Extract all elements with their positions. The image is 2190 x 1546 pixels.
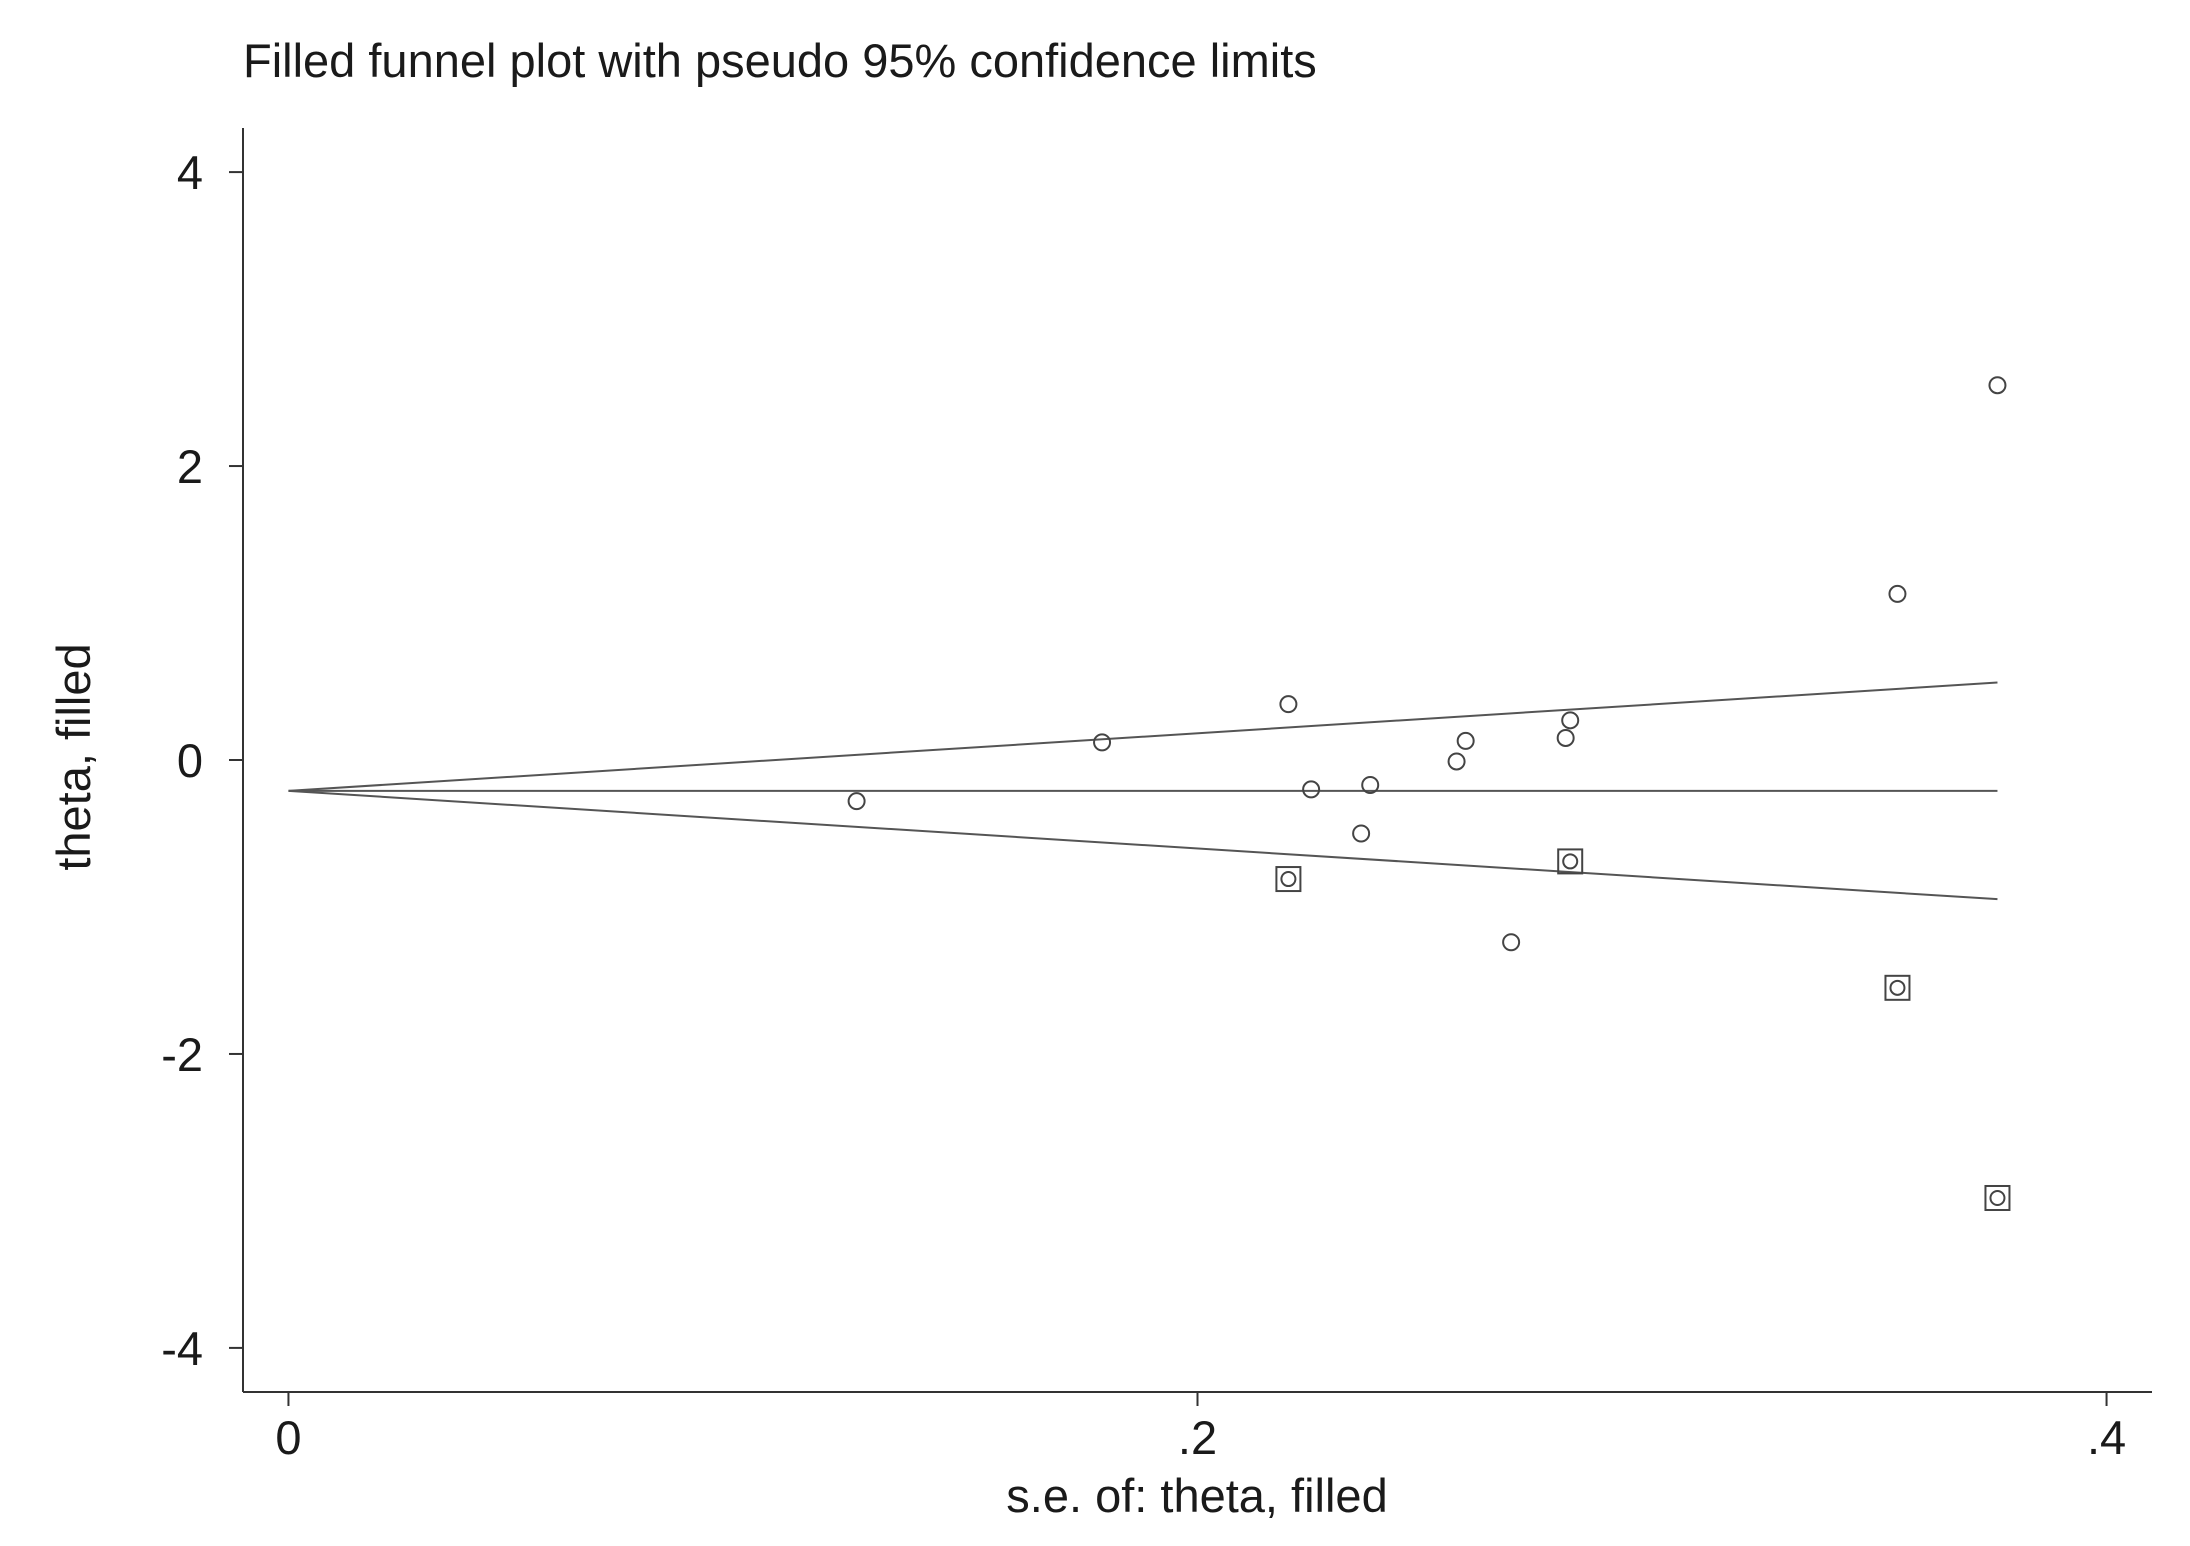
study-point — [1302, 780, 1321, 799]
y-tick-label: 2 — [177, 440, 203, 493]
filled-study-square — [1275, 866, 1302, 893]
y-tick-label: -2 — [161, 1028, 203, 1081]
upper-confidence-limit — [288, 681, 1998, 792]
x-axis-label: s.e. of: theta, filled — [1006, 1469, 1387, 1522]
y-tick-label: 0 — [177, 734, 203, 787]
y-tick-label: 4 — [177, 146, 203, 199]
y-tick-label: -4 — [161, 1322, 203, 1375]
x-tick-label: 0 — [275, 1411, 301, 1464]
lower-confidence-limit — [288, 789, 1998, 901]
filled-study-point — [1562, 853, 1579, 870]
study-point — [1456, 731, 1475, 750]
study-point — [1447, 752, 1466, 771]
study-point — [1361, 775, 1380, 794]
chart-title: Filled funnel plot with pseudo 95% confi… — [243, 34, 1317, 87]
x-tick-label: .2 — [1178, 1411, 1217, 1464]
data-points — [847, 376, 2011, 1211]
study-point — [1093, 733, 1112, 752]
axes: -4 -2 0 2 4 0 .2 .4 — [161, 128, 2152, 1464]
study-point — [1352, 824, 1371, 843]
filled-study-point — [1889, 979, 1906, 996]
study-point — [1502, 933, 1521, 952]
study-point — [1888, 584, 1907, 603]
study-point — [847, 792, 866, 811]
filled-study-point — [1280, 871, 1297, 888]
y-axis-label: theta, filled — [47, 643, 100, 870]
study-point — [1561, 711, 1580, 730]
x-tick-label: .4 — [2087, 1411, 2126, 1464]
study-point — [1279, 695, 1298, 714]
filled-study-square — [1557, 848, 1584, 875]
study-point — [1556, 728, 1575, 747]
funnel-lines — [288, 681, 1998, 901]
study-point — [1988, 376, 2007, 395]
filled-study-square — [1984, 1184, 2011, 1211]
filled-study-square — [1884, 974, 1911, 1001]
filled-study-point — [1989, 1189, 2006, 1206]
